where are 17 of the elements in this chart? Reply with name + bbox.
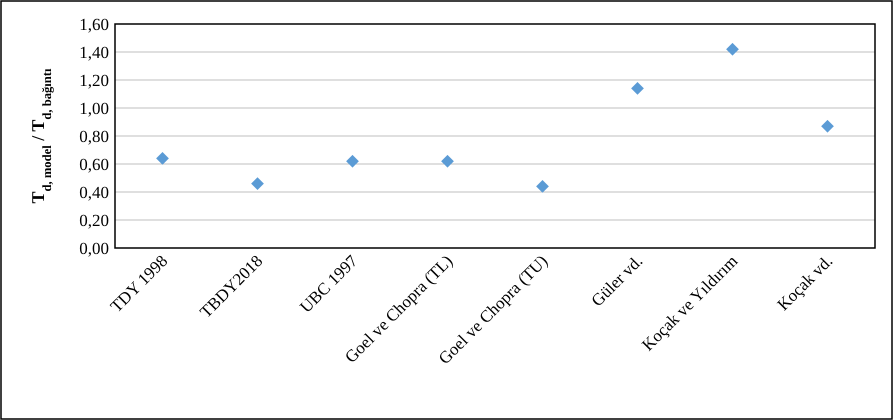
y-tick-label: 0,60 (79, 154, 109, 174)
y-tick-label: 0,20 (79, 210, 109, 230)
point (156, 152, 169, 165)
y-tick-label: 0,40 (79, 182, 109, 202)
point (726, 42, 739, 56)
y-tick-label: 1,20 (79, 70, 109, 90)
point (441, 154, 454, 168)
point (821, 120, 834, 133)
y-tick-label: 1,60 (79, 14, 109, 34)
y-tick-label: 0,80 (79, 126, 109, 146)
point (251, 177, 264, 190)
y-tick-label: 1,40 (79, 42, 109, 62)
y-tick-label: 1,00 (79, 98, 109, 118)
point (346, 154, 359, 168)
y-tick-label: 0,00 (79, 238, 109, 258)
point (631, 82, 644, 95)
point (536, 180, 549, 193)
